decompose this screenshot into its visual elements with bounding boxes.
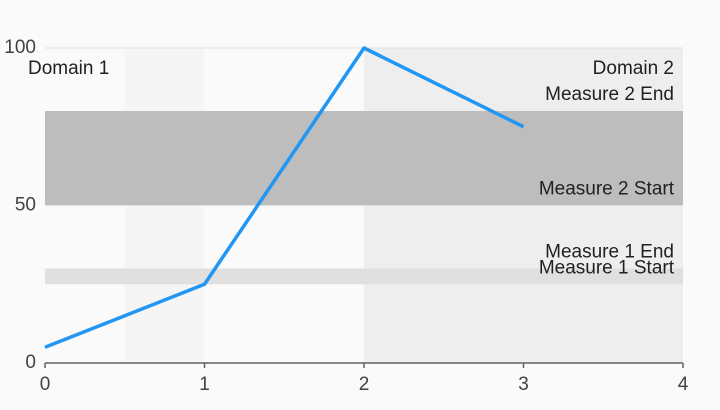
measure-range-2 [45, 111, 683, 206]
x-tick-label: 2 [359, 374, 370, 395]
domain-range-label: Domain 1 [28, 58, 109, 79]
x-tick-label: 1 [199, 374, 210, 395]
y-tick-label: 100 [4, 37, 36, 58]
measure-range-end-label: Measure 2 End [545, 84, 674, 105]
x-tick-label: 3 [518, 374, 529, 395]
y-tick-label: 50 [15, 195, 36, 216]
axes: 0 50 100 0 1 2 3 4 [4, 37, 688, 395]
measure-range-end-label: Measure 1 End [545, 242, 674, 263]
x-tick-label: 0 [40, 374, 51, 395]
domain-range-label: Domain 2 [593, 58, 674, 79]
measure-range-start-label: Measure 2 Start [539, 179, 675, 200]
series-line-1 [44, 46, 525, 349]
x-tick-label: 4 [678, 374, 689, 395]
series-layer [44, 46, 525, 349]
y-tick-label: 0 [25, 352, 36, 373]
measure-range-start-label: Measure 1 Start [539, 257, 675, 278]
measure-ranges [45, 111, 683, 285]
measure-range-1 [45, 268, 683, 285]
